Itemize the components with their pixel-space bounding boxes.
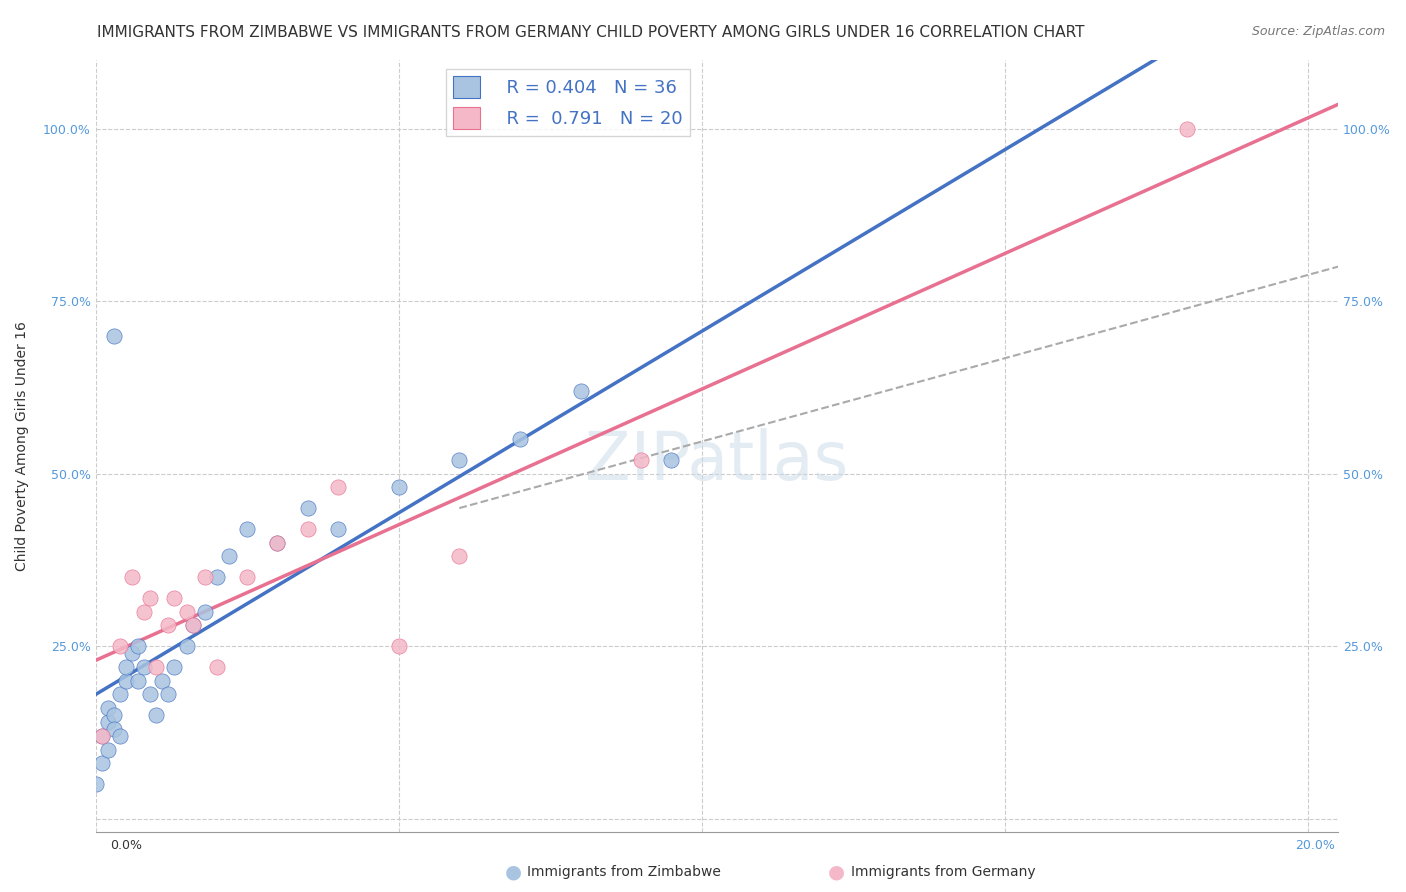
Text: ZIPatlas: ZIPatlas [585, 428, 849, 494]
Point [1175, 121, 1198, 136]
Point [388, 480, 411, 494]
Point [90, 729, 112, 743]
Point [103, 708, 125, 723]
Point [236, 570, 259, 584]
Point [194, 605, 217, 619]
Point [449, 452, 471, 467]
Point [181, 618, 204, 632]
Point [326, 522, 349, 536]
Point [194, 570, 217, 584]
Text: 20.0%: 20.0% [1295, 839, 1334, 852]
Point [266, 535, 288, 549]
Point [449, 549, 471, 564]
Point [176, 639, 198, 653]
Text: ●: ● [828, 863, 845, 882]
Point [236, 522, 259, 536]
Text: 0.0%: 0.0% [111, 839, 142, 852]
Text: ●: ● [505, 863, 522, 882]
Point [84, 777, 107, 791]
Point [181, 618, 204, 632]
Point [134, 660, 156, 674]
Point [661, 452, 683, 467]
Point [90, 729, 112, 743]
Point [97, 701, 120, 715]
Point [115, 673, 138, 688]
Point [388, 639, 411, 653]
Point [97, 714, 120, 729]
Point [205, 570, 228, 584]
Point [150, 673, 173, 688]
Y-axis label: Child Poverty Among Girls Under 16: Child Poverty Among Girls Under 16 [15, 321, 30, 571]
Text: Source: ZipAtlas.com: Source: ZipAtlas.com [1251, 25, 1385, 38]
Point [266, 535, 288, 549]
Point [108, 687, 131, 701]
Point [630, 452, 652, 467]
Point [139, 687, 162, 701]
Point [569, 384, 592, 398]
Point [205, 660, 228, 674]
Point [134, 605, 156, 619]
Point [139, 591, 162, 605]
Point [297, 522, 319, 536]
Point [163, 591, 186, 605]
Point [90, 756, 112, 771]
Point [218, 549, 240, 564]
Point [121, 646, 143, 660]
Point [145, 708, 167, 723]
Point [108, 729, 131, 743]
Text: Immigrants from Germany: Immigrants from Germany [851, 865, 1035, 880]
Point [103, 722, 125, 736]
Point [127, 639, 149, 653]
Point [176, 605, 198, 619]
Point [297, 501, 319, 516]
Point [145, 660, 167, 674]
Point [127, 673, 149, 688]
Point [163, 660, 186, 674]
Point [509, 432, 531, 446]
Text: IMMIGRANTS FROM ZIMBABWE VS IMMIGRANTS FROM GERMANY CHILD POVERTY AMONG GIRLS UN: IMMIGRANTS FROM ZIMBABWE VS IMMIGRANTS F… [97, 25, 1084, 40]
Point [121, 570, 143, 584]
Point [97, 742, 120, 756]
Text: Immigrants from Zimbabwe: Immigrants from Zimbabwe [527, 865, 721, 880]
Point [326, 480, 349, 494]
Point [157, 687, 180, 701]
Point [157, 618, 180, 632]
Legend:   R = 0.404   N = 36,   R =  0.791   N = 20: R = 0.404 N = 36, R = 0.791 N = 20 [446, 69, 689, 136]
Point [115, 660, 138, 674]
Point [108, 639, 131, 653]
Point [103, 328, 125, 343]
